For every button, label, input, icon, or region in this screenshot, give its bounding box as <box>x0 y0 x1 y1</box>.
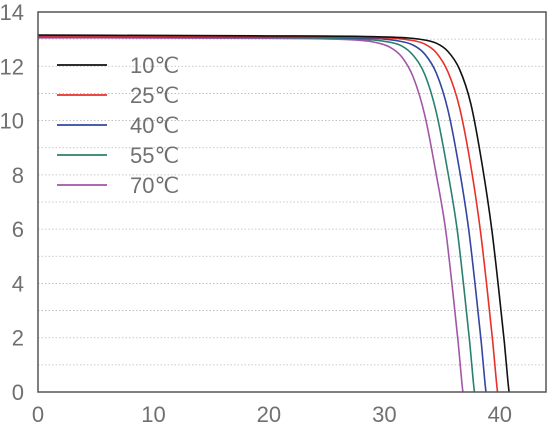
x-tick-label: 20 <box>257 402 281 427</box>
x-tick-label: 10 <box>141 402 165 427</box>
legend-label: 40℃ <box>130 113 179 138</box>
y-tick-label: 2 <box>12 326 24 351</box>
y-tick-label: 14 <box>0 0 24 25</box>
legend-label: 10℃ <box>130 53 179 78</box>
y-tick-label: 0 <box>12 380 24 405</box>
gridlines <box>38 38 546 366</box>
series-line <box>37 34 510 393</box>
x-tick-label: 0 <box>32 402 44 427</box>
plot-frame <box>37 11 547 393</box>
y-tick-label: 6 <box>12 217 24 242</box>
x-tick-label: 40 <box>488 402 512 427</box>
y-tick-label: 4 <box>12 271 24 296</box>
y-tick-label: 8 <box>12 163 24 188</box>
y-tick-label: 10 <box>0 109 24 134</box>
legend-label: 25℃ <box>130 83 179 108</box>
y-tick-label: 12 <box>0 54 24 79</box>
tick-labels: 0 10 20 30 40 0 2 4 6 8 10 12 14 <box>0 0 512 427</box>
series-lines <box>37 34 510 393</box>
legend: 10℃ 25℃ 40℃ 55℃ 70℃ <box>57 53 179 198</box>
x-tick-label: 30 <box>372 402 396 427</box>
legend-label: 70℃ <box>130 173 179 198</box>
legend-label: 55℃ <box>130 143 179 168</box>
